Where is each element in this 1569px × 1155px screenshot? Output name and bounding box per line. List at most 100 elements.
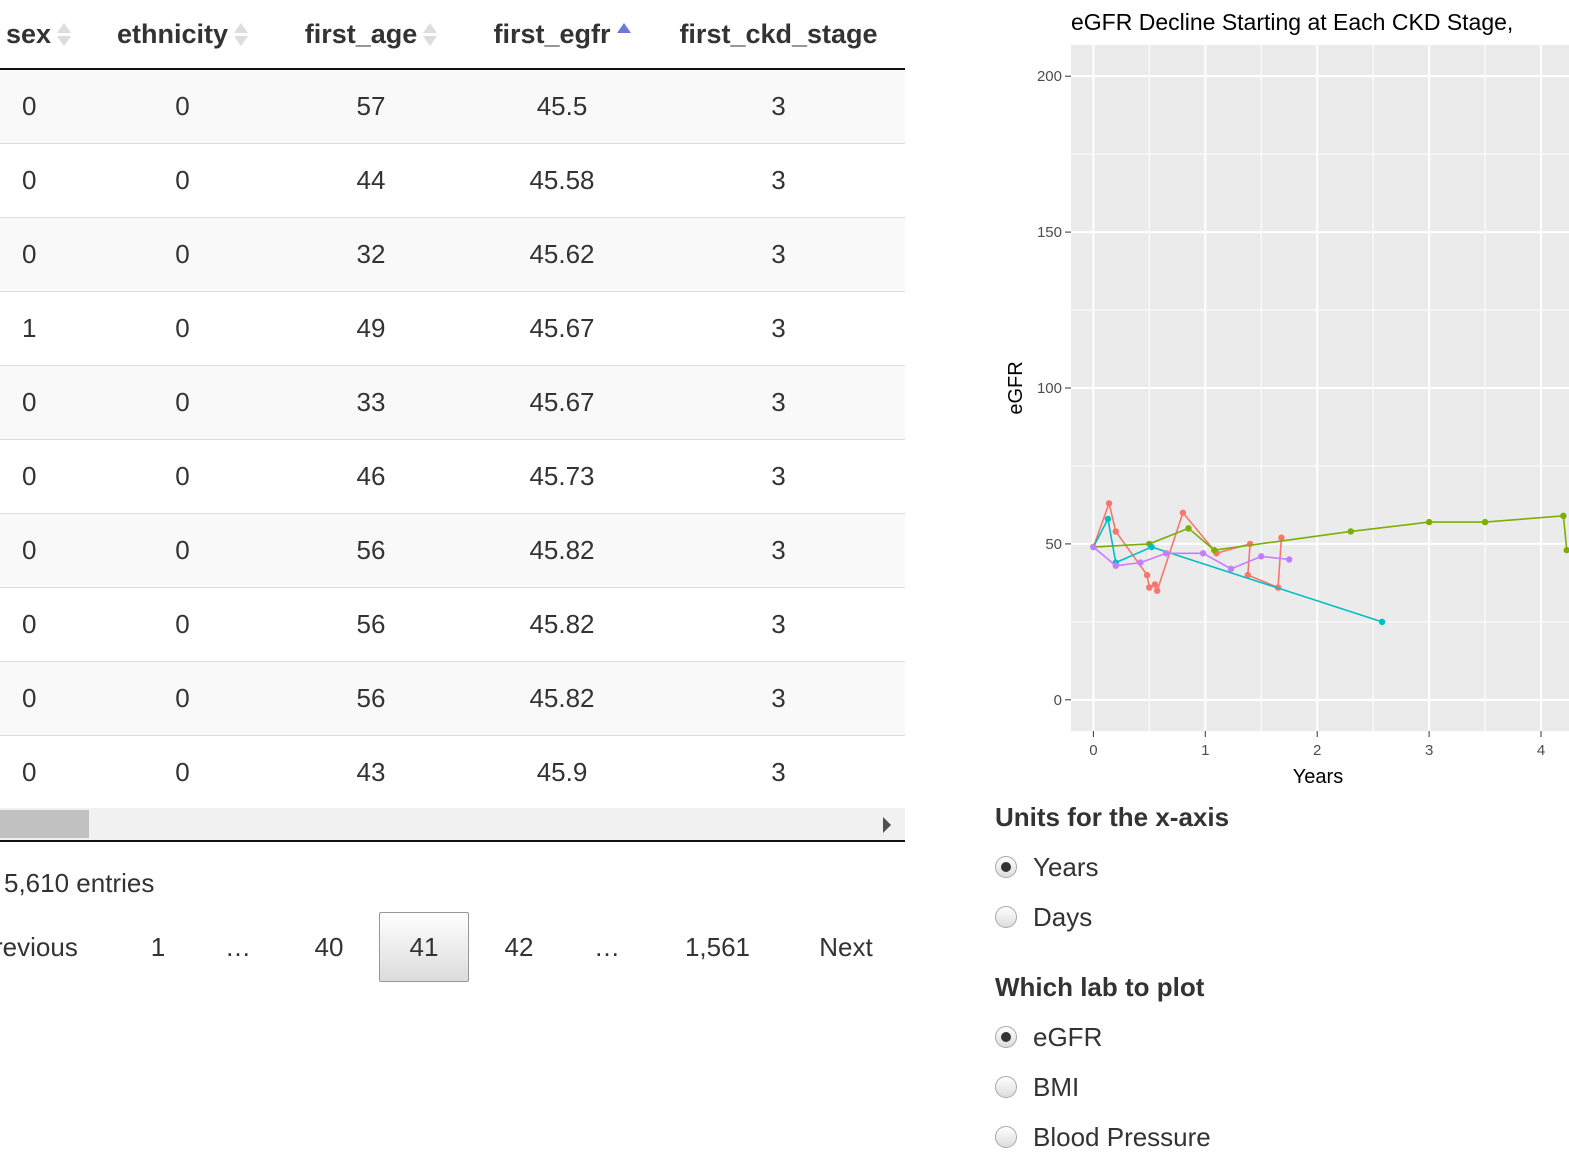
table-cell-ethnicity: 0 xyxy=(95,661,270,736)
table-cell-ethnicity: 0 xyxy=(95,735,270,810)
table-cell-first-egfr: 45.82 xyxy=(472,661,652,736)
data-point xyxy=(1563,546,1569,554)
table-cell-first-egfr: 45.82 xyxy=(472,513,652,588)
table-cell-sex: 0 xyxy=(0,661,95,736)
table-cell-ethnicity: 0 xyxy=(95,69,270,144)
radio-bmi[interactable] xyxy=(995,1076,1017,1098)
column-header-label: first_age xyxy=(304,18,418,49)
radio-option-blood-pressure[interactable]: Blood Pressure xyxy=(995,1119,1211,1155)
data-point xyxy=(1090,543,1097,551)
table-row[interactable]: 0 0 56 45.82 3 xyxy=(0,661,905,736)
table-cell-ethnicity: 0 xyxy=(95,365,270,440)
pagination-previous[interactable]: revious xyxy=(0,932,78,962)
data-point xyxy=(1185,525,1192,532)
x-tick-label: 2 xyxy=(1313,742,1321,759)
table-header: sex ethnicity first_age first_egfr first_ckd… xyxy=(0,0,905,70)
table-row[interactable]: 0 0 57 45.5 3 xyxy=(0,69,905,144)
table-cell-ethnicity: 0 xyxy=(95,217,270,292)
data-point xyxy=(1560,512,1567,520)
table-row[interactable]: 0 0 44 45.58 3 xyxy=(0,143,905,218)
data-point xyxy=(1211,546,1218,554)
data-point xyxy=(1148,543,1155,551)
radio-blood-pressure[interactable] xyxy=(995,1126,1017,1148)
radio-egfr[interactable] xyxy=(995,1026,1017,1048)
table-cell-ethnicity: 0 xyxy=(95,291,270,366)
radio-label-days[interactable]: Days xyxy=(1033,901,1093,932)
table-cell-first-ckd-stage: 3 xyxy=(652,439,905,514)
pagination-page-first[interactable]: 1 xyxy=(150,932,166,962)
radio-label-years[interactable]: Years xyxy=(1033,851,1099,882)
radio-label-egfr[interactable]: eGFR xyxy=(1033,1021,1103,1052)
pagination-page-prev[interactable]: 40 xyxy=(314,932,344,962)
table-cell-first-age: 43 xyxy=(270,735,472,810)
column-header-ethnicity[interactable]: ethnicity xyxy=(95,0,270,70)
y-tick-label: 0 xyxy=(1054,692,1062,709)
chart-title: eGFR Decline Starting at Each CKD Stage, xyxy=(1071,9,1513,35)
table-row[interactable]: 0 0 56 45.82 3 xyxy=(0,513,905,588)
sort-icon[interactable] xyxy=(234,22,249,46)
table-cell-first-egfr: 45.73 xyxy=(472,439,652,514)
radio-option-egfr[interactable]: eGFR xyxy=(995,1019,1102,1055)
table-cell-first-age: 56 xyxy=(270,587,472,662)
data-table-panel: sex ethnicity first_age first_egfr first_ckd… xyxy=(0,0,905,982)
pagination-ellipsis-right: … xyxy=(594,932,620,962)
table-cell-first-ckd-stage: 3 xyxy=(652,513,905,588)
data-point xyxy=(1481,518,1489,526)
data-point xyxy=(1137,559,1144,566)
radio-years[interactable] xyxy=(995,856,1017,878)
column-header-first-ckd-stage[interactable]: first_ckd_stage xyxy=(652,0,905,70)
sort-ascending-icon[interactable] xyxy=(616,22,631,46)
table-cell-first-age: 57 xyxy=(270,69,472,144)
lab-select-label: Which lab to plot xyxy=(995,972,1205,1002)
sort-icon[interactable] xyxy=(423,22,438,46)
radio-option-years[interactable]: Years xyxy=(995,849,1099,885)
table-cell-first-egfr: 45.82 xyxy=(472,587,652,662)
sort-icon[interactable] xyxy=(57,22,72,46)
x-axis-title: Years xyxy=(1293,766,1343,788)
column-header-sex[interactable]: sex xyxy=(0,0,95,70)
radio-option-days[interactable]: Days xyxy=(995,899,1092,935)
data-point xyxy=(1258,553,1265,560)
horizontal-scrollbar[interactable] xyxy=(0,808,905,842)
radio-label-blood-pressure[interactable]: Blood Pressure xyxy=(1033,1121,1211,1152)
data-point xyxy=(1162,550,1170,557)
table-row[interactable]: 0 0 46 45.73 3 xyxy=(0,439,905,514)
x-tick-label: 1 xyxy=(1201,742,1209,759)
table-cell-first-ckd-stage: 3 xyxy=(652,735,905,810)
data-point xyxy=(1425,518,1433,526)
radio-days[interactable] xyxy=(995,906,1017,928)
table-cell-first-ckd-stage: 3 xyxy=(652,365,905,440)
table-row[interactable]: 0 0 43 45.9 3 xyxy=(0,735,905,810)
table-cell-first-age: 44 xyxy=(270,143,472,218)
table-cell-first-ckd-stage: 3 xyxy=(652,217,905,292)
column-header-first-egfr[interactable]: first_egfr xyxy=(472,0,652,70)
radio-label-bmi[interactable]: BMI xyxy=(1033,1071,1080,1102)
table-row[interactable]: 0 0 32 45.62 3 xyxy=(0,217,905,292)
table-cell-first-age: 33 xyxy=(270,365,472,440)
entries-info: 5,610 entries xyxy=(4,868,155,898)
table-cell-sex: 0 xyxy=(0,735,95,810)
column-header-label: sex xyxy=(6,18,52,49)
pagination-page-last[interactable]: 1,561 xyxy=(684,932,751,962)
radio-option-bmi[interactable]: BMI xyxy=(995,1069,1079,1105)
column-header-first-age[interactable]: first_age xyxy=(270,0,472,70)
table-row[interactable]: 1 0 49 45.67 3 xyxy=(0,291,905,366)
data-point xyxy=(1153,587,1161,594)
series-line xyxy=(1092,546,1290,570)
y-axis-title: eGFR xyxy=(1005,361,1027,414)
scrollbar-thumb[interactable] xyxy=(0,810,89,838)
table-row[interactable]: 0 0 56 45.82 3 xyxy=(0,587,905,662)
pagination-next[interactable]: Next xyxy=(819,932,873,962)
scroll-right-arrow-icon[interactable] xyxy=(883,817,891,833)
pagination-page-next[interactable]: 42 xyxy=(504,932,534,962)
table-cell-sex: 0 xyxy=(0,587,95,662)
table-cell-ethnicity: 0 xyxy=(95,143,270,218)
table-row[interactable]: 0 0 33 45.67 3 xyxy=(0,365,905,440)
pagination-page-current[interactable]: 41 xyxy=(379,912,469,982)
data-point xyxy=(1347,528,1354,535)
table-cell-sex: 0 xyxy=(0,217,95,292)
table-cell-ethnicity: 0 xyxy=(95,439,270,514)
data-point xyxy=(1227,565,1235,573)
data-point xyxy=(1104,515,1112,523)
pagination-ellipsis-left: … xyxy=(225,932,251,962)
